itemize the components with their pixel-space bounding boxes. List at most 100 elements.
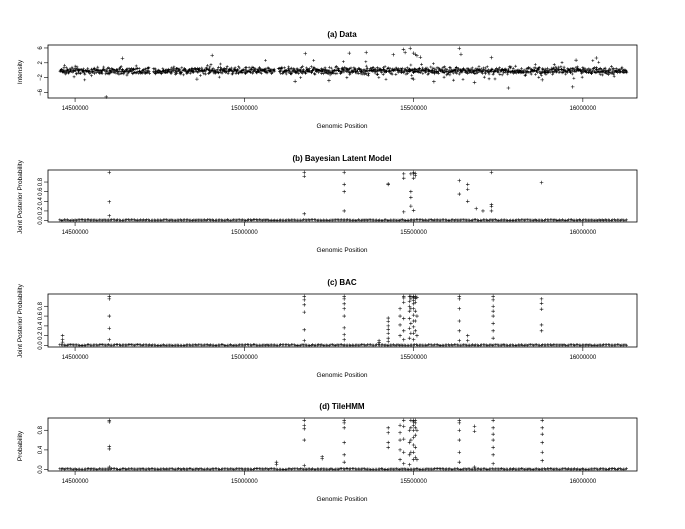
data-point <box>500 218 504 222</box>
data-point <box>434 68 438 72</box>
data-point <box>337 467 341 471</box>
data-point <box>411 450 416 455</box>
data-point <box>388 69 392 73</box>
data-point <box>309 65 313 69</box>
data-point <box>413 309 418 313</box>
data-point <box>292 343 296 347</box>
data-point <box>439 218 443 222</box>
data-point <box>238 66 241 70</box>
data-point <box>489 343 493 347</box>
data-point <box>230 66 233 70</box>
data-point <box>430 343 434 347</box>
data-point <box>69 67 73 71</box>
data-point <box>175 70 179 73</box>
data-point <box>411 331 416 336</box>
data-point <box>79 71 82 75</box>
data-point <box>322 72 326 76</box>
data-point <box>195 77 199 81</box>
x-axis-label: Genomic Position <box>317 247 368 254</box>
data-point <box>200 343 204 347</box>
data-point <box>493 70 497 73</box>
data-point <box>500 73 504 77</box>
data-point <box>289 467 293 471</box>
data-point <box>200 467 204 471</box>
data-point <box>610 65 613 68</box>
data-points <box>58 170 629 223</box>
data-point <box>500 343 504 347</box>
data-point <box>70 218 74 222</box>
y-tick-label: 0.0 <box>38 216 44 225</box>
data-point <box>366 73 370 77</box>
x-tick-label: 16000000 <box>569 479 596 485</box>
data-point <box>625 467 629 471</box>
data-point <box>386 426 390 430</box>
data-point <box>193 343 197 347</box>
data-point <box>386 327 390 332</box>
data-point <box>288 343 292 347</box>
data-point <box>401 467 405 471</box>
data-point <box>256 218 260 222</box>
data-point <box>207 67 211 71</box>
data-point <box>556 219 560 223</box>
data-point <box>302 463 307 468</box>
data-point <box>415 428 419 433</box>
data-point <box>276 67 280 71</box>
data-point <box>141 68 145 72</box>
data-point <box>498 218 502 222</box>
data-point <box>96 343 100 347</box>
data-point <box>143 70 147 74</box>
data-point <box>137 219 141 223</box>
data-point <box>407 70 411 74</box>
data-point <box>350 218 354 222</box>
data-point <box>445 218 449 222</box>
data-point <box>238 218 242 222</box>
data-point <box>125 73 129 77</box>
data-point <box>591 59 595 63</box>
data-point <box>557 218 561 222</box>
data-point <box>355 219 359 223</box>
data-point <box>371 66 375 70</box>
data-point <box>398 467 402 471</box>
data-point <box>478 343 482 347</box>
data-point <box>432 67 436 71</box>
data-point <box>226 72 230 75</box>
data-point <box>606 218 610 222</box>
data-point <box>154 343 158 347</box>
data-point <box>72 467 76 471</box>
data-point <box>386 331 390 336</box>
data-point <box>521 467 525 471</box>
data-point <box>485 65 489 69</box>
data-point <box>606 467 610 471</box>
data-point <box>529 70 532 74</box>
data-point <box>100 72 104 75</box>
data-point <box>544 343 548 347</box>
data-point <box>183 343 187 347</box>
data-point <box>606 343 610 347</box>
data-point <box>401 210 406 214</box>
data-point <box>199 74 202 77</box>
data-point <box>451 218 455 222</box>
data-point <box>537 65 541 69</box>
data-point <box>254 218 258 222</box>
data-point <box>402 218 406 222</box>
data-point <box>192 218 196 222</box>
data-point <box>570 85 575 89</box>
data-point <box>302 423 307 428</box>
data-point <box>491 72 495 76</box>
data-point <box>522 70 526 74</box>
data-point <box>500 467 504 471</box>
data-point <box>93 218 97 222</box>
data-point <box>576 65 579 69</box>
data-point <box>431 62 435 66</box>
data-point <box>108 218 112 222</box>
data-point <box>561 343 565 347</box>
data-point <box>148 467 152 471</box>
data-point <box>533 68 537 72</box>
data-point <box>250 218 254 222</box>
data-point <box>457 460 462 464</box>
data-point <box>140 343 144 347</box>
data-point <box>335 65 339 68</box>
data-point <box>323 66 327 70</box>
panel-a-data: (a) Data Intensity Genomic Position 1450… <box>17 30 638 130</box>
data-point <box>309 467 313 471</box>
